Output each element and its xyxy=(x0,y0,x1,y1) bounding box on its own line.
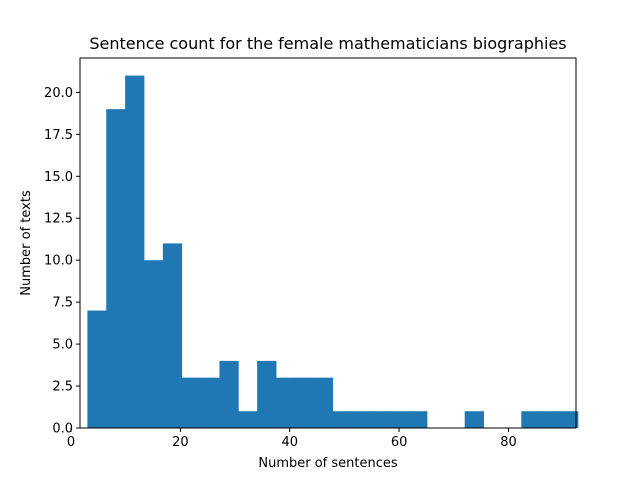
y-tick-label: 17.5 xyxy=(44,128,73,143)
histogram-bar xyxy=(219,360,239,428)
histogram-bar xyxy=(125,75,145,428)
y-axis-ticks: 0.0 2.5 5.0 7.5 10.0 12.5 15.0 17.5 20.0 xyxy=(44,86,80,437)
histogram-bar xyxy=(464,411,484,428)
y-tick-label: 7.5 xyxy=(52,296,73,311)
histogram-bar xyxy=(521,411,541,428)
histogram-bar xyxy=(408,411,428,428)
y-tick-label: 0.0 xyxy=(52,422,73,437)
histogram-bar xyxy=(313,377,334,428)
y-tick-label: 20.0 xyxy=(44,86,73,101)
histogram-bar xyxy=(370,411,390,428)
histogram-bar xyxy=(389,411,409,428)
histogram-bar xyxy=(540,411,560,428)
y-tick-label: 15.0 xyxy=(44,170,73,185)
plot-frame xyxy=(79,57,577,429)
histogram-bar xyxy=(238,411,258,428)
histogram-bar xyxy=(276,377,296,428)
chart-title: Sentence count for the female mathematic… xyxy=(89,34,566,53)
histogram-bar xyxy=(559,411,579,428)
histogram-bar xyxy=(332,411,352,428)
histogram-bar xyxy=(294,377,315,428)
x-tick-label: 80 xyxy=(500,435,517,450)
histogram-bar xyxy=(181,377,201,428)
histogram-bar xyxy=(143,260,164,428)
x-axis-ticks: 0 20 40 60 80 xyxy=(67,428,517,450)
y-tick-label: 2.5 xyxy=(52,380,73,395)
histogram-bar xyxy=(200,377,220,428)
y-tick-label: 12.5 xyxy=(44,212,73,227)
x-tick-label: 40 xyxy=(281,435,298,450)
bars-group xyxy=(87,75,579,428)
x-tick-label: 20 xyxy=(172,435,189,450)
y-tick-label: 5.0 xyxy=(52,338,73,353)
x-axis-label: Number of sentences xyxy=(258,456,398,471)
x-tick-label: 60 xyxy=(391,435,408,450)
histogram-bar xyxy=(162,243,183,428)
histogram-bar xyxy=(351,411,371,428)
histogram-bar xyxy=(106,109,126,428)
y-tick-label: 10.0 xyxy=(44,254,73,269)
histogram-bar xyxy=(257,360,277,428)
histogram-bar xyxy=(87,310,107,428)
y-axis-label: Number of texts xyxy=(19,190,34,296)
x-tick-label: 0 xyxy=(67,435,75,450)
